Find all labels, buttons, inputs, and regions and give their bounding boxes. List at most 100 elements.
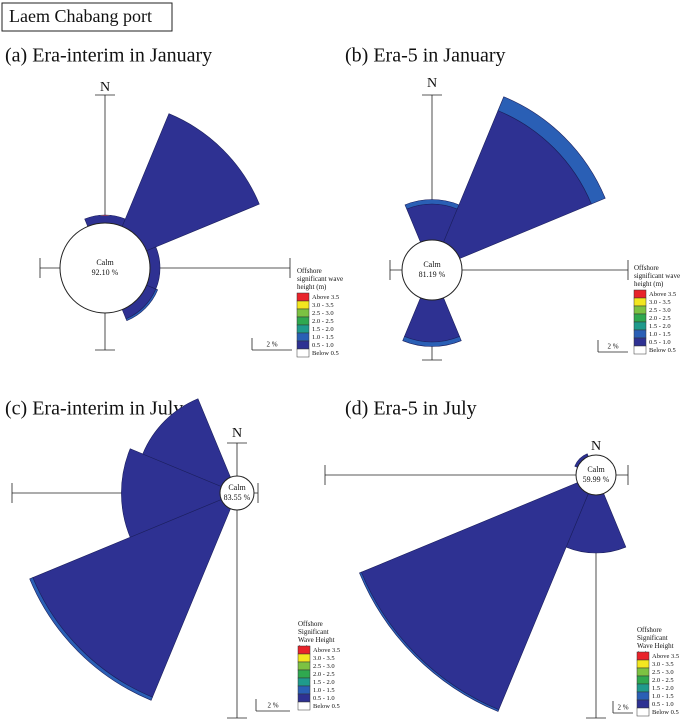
legend-swatch <box>296 348 310 358</box>
legend-label: 1.0 - 1.5 <box>313 687 335 694</box>
legend-label: 3.0 - 3.5 <box>649 299 671 306</box>
legend-label: 0.5 - 1.0 <box>313 695 335 702</box>
direction-label: N <box>100 80 110 95</box>
legend-label: 0.5 - 1.0 <box>649 339 671 346</box>
rose-sector <box>402 336 462 347</box>
legend-label: 2.0 - 2.5 <box>313 671 335 678</box>
legend-swatch <box>297 669 311 679</box>
legend-swatch <box>297 645 311 655</box>
legend-label: 2.0 - 2.5 <box>312 318 334 325</box>
rose-sector <box>125 288 159 322</box>
legend-swatch <box>296 308 310 318</box>
rose-sector <box>404 297 460 343</box>
legend-label: 1.0 - 1.5 <box>649 331 671 338</box>
legend-label: 2.0 - 2.5 <box>652 677 674 684</box>
legend-swatch <box>636 699 650 709</box>
panel-title: (b) Era-5 in January <box>345 45 506 67</box>
legend-label: 2.0 - 2.5 <box>649 315 671 322</box>
legend-swatch <box>297 701 311 711</box>
rose-sector <box>121 113 260 252</box>
legend-label: 3.0 - 3.5 <box>652 661 674 668</box>
calm-label: Calm <box>96 258 114 267</box>
legend-label: Below 0.5 <box>313 703 340 710</box>
legend-swatch <box>636 651 650 661</box>
rose-sector <box>359 571 500 712</box>
legend-swatch <box>296 316 310 326</box>
panel-title: (d) Era-5 in July <box>345 398 477 420</box>
calm-label: Calm <box>228 483 246 492</box>
legend-label: 1.5 - 2.0 <box>649 323 671 330</box>
legend-title-box: Offshore significant wave height (m) <box>634 264 681 288</box>
header-box <box>1 2 173 32</box>
calm-value: 83.55 % <box>224 493 251 502</box>
panel-title: (c) Era-interim in July <box>5 398 183 420</box>
legend-swatch <box>633 289 647 299</box>
legend-swatch <box>296 340 310 350</box>
legend-title: Offshore significant wave height (m) <box>634 264 681 288</box>
legend-title: Offshore significant wave height (m) <box>297 267 344 291</box>
legend-swatch <box>297 653 311 663</box>
scale-label: 2 % <box>267 702 278 710</box>
panel-title: (a) Era-interim in January <box>5 45 212 67</box>
legend-label: 1.0 - 1.5 <box>312 334 334 341</box>
calm-value: 92.10 % <box>92 268 119 277</box>
legend-label: 2.5 - 3.0 <box>649 307 671 314</box>
legend-label: Above 3.5 <box>652 653 679 660</box>
rose-sector <box>29 577 153 701</box>
legend-label: Below 0.5 <box>652 709 679 716</box>
legend-swatch <box>636 683 650 693</box>
legend-swatch <box>636 691 650 701</box>
legend-swatch <box>636 659 650 669</box>
legend-label: Below 0.5 <box>649 347 676 354</box>
calm-circle <box>59 222 151 314</box>
legend-swatch <box>633 321 647 331</box>
legend-label: 3.0 - 3.5 <box>312 302 334 309</box>
legend-label: 2.5 - 3.0 <box>652 669 674 676</box>
calm-label: Calm <box>423 260 441 269</box>
legend-swatch <box>633 345 647 355</box>
legend-title: Offshore Significant Wave Height (m) <box>637 626 674 654</box>
legend-swatch <box>296 332 310 342</box>
header: Laem Chabang port <box>9 6 152 26</box>
legend-label: 2.5 - 3.0 <box>312 310 334 317</box>
calm-value: 81.19 % <box>419 270 446 279</box>
legend-title-box: Offshore Significant Wave Height (m) <box>298 620 335 648</box>
legend-label: Above 3.5 <box>313 647 340 654</box>
direction-label: N <box>591 439 601 454</box>
legend-swatch <box>633 297 647 307</box>
direction-label: N <box>232 426 242 441</box>
calm-circle <box>219 475 255 511</box>
legend-title: Offshore Significant Wave Height (m) <box>298 620 335 648</box>
legend-swatch <box>633 305 647 315</box>
rose-sector <box>497 96 606 205</box>
legend-label: 1.0 - 1.5 <box>652 693 674 700</box>
legend-swatch <box>297 677 311 687</box>
legend-swatch <box>296 292 310 302</box>
direction-label: N <box>427 76 437 91</box>
rose-sector <box>360 482 589 711</box>
scale-label: 2 % <box>607 343 618 351</box>
legend-label: Above 3.5 <box>312 294 339 301</box>
legend-swatch <box>297 693 311 703</box>
legend-label: 1.5 - 2.0 <box>312 326 334 333</box>
legend-label: 1.5 - 2.0 <box>313 679 335 686</box>
legend-swatch <box>296 324 310 334</box>
legend-swatch <box>296 300 310 310</box>
legend-swatch <box>636 667 650 677</box>
calm-value: 59.99 % <box>583 475 610 484</box>
legend-label: Above 3.5 <box>649 291 676 298</box>
legend-swatch <box>636 707 650 717</box>
legend-label: 0.5 - 1.0 <box>652 701 674 708</box>
legend-label: 1.5 - 2.0 <box>652 685 674 692</box>
legend-label: 3.0 - 3.5 <box>313 655 335 662</box>
scale-label: 2 % <box>266 341 277 349</box>
calm-circle <box>401 239 463 301</box>
legend-label: 0.5 - 1.0 <box>312 342 334 349</box>
legend-swatch <box>636 675 650 685</box>
legend-label: 2.5 - 3.0 <box>313 663 335 670</box>
